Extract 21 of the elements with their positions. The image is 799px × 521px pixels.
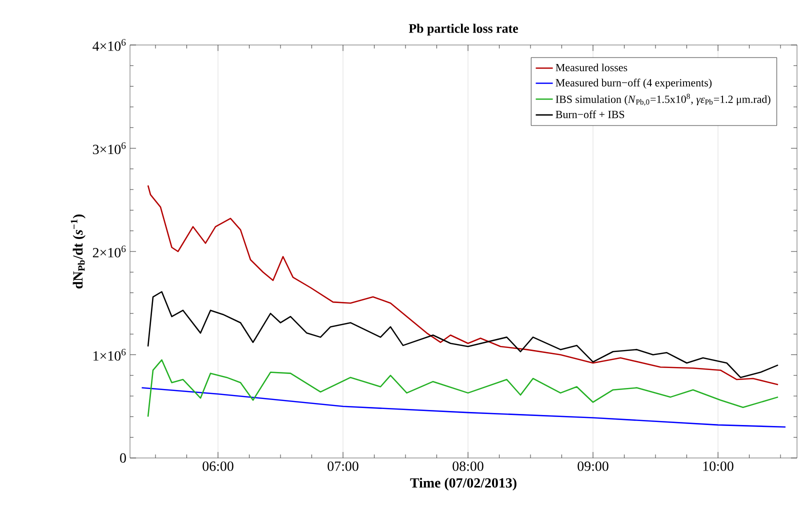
x-tick-label: 09:00 bbox=[578, 462, 608, 471]
line-series bbox=[147, 359, 779, 418]
text: IBS simulation (N$_{Pb,0}$=1.5x10$^{8}$, γε$_{Pb}$=1.2 μm.rad) bbox=[556, 94, 770, 106]
x-tick-label: 07:00 bbox=[328, 462, 358, 471]
x-axis-title: Time (07/02/2013) bbox=[410, 478, 516, 490]
legend-label: Measured losses bbox=[556, 64, 628, 72]
legend-label: Burn−off + IBS bbox=[556, 110, 624, 118]
y-tick-label: 4×10$^{6}$ bbox=[92, 39, 126, 51]
line-series bbox=[147, 291, 779, 378]
line-series bbox=[147, 184, 779, 386]
y-tick-label: 2×10$^{6}$ bbox=[92, 246, 126, 258]
x-tick-label: 06:00 bbox=[202, 462, 234, 471]
y-tick-label: 1×10$^{6}$ bbox=[94, 348, 126, 361]
x-tick-label: 10:00 bbox=[703, 462, 734, 471]
chart-title: Pb particle loss rate bbox=[408, 24, 518, 36]
line-series bbox=[141, 387, 786, 428]
y-tick-label: 0 bbox=[120, 453, 126, 463]
y-axis-title: dN$_{Pb}$/dt (s$^{−1}$) bbox=[70, 214, 86, 288]
legend-label: Measured burn−off (4 experiments) bbox=[556, 78, 712, 89]
y-tick-label: 3×10$^{6}$ bbox=[92, 142, 126, 154]
x-tick-label: 08:00 bbox=[452, 462, 484, 471]
